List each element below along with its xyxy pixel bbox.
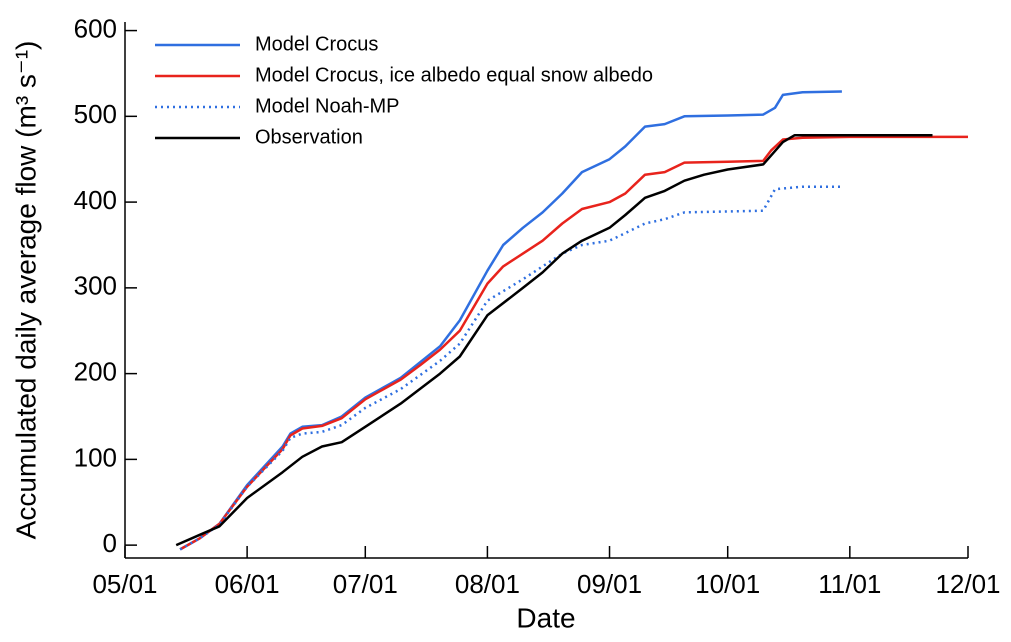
x-tick-label: 12/01 — [935, 569, 1000, 599]
series-line — [179, 185, 842, 551]
y-tick-label: 500 — [74, 99, 117, 129]
series-line — [179, 135, 968, 551]
x-tick-label: 09/01 — [577, 569, 642, 599]
y-tick-label: 100 — [74, 442, 117, 472]
y-tick-label: 400 — [74, 185, 117, 215]
y-tick-label: 300 — [74, 271, 117, 301]
y-axis-label: Accumulated daily average flow (m³ s⁻¹) — [10, 41, 41, 540]
y-tick-label: 200 — [74, 356, 117, 386]
legend-label: Observation — [255, 126, 363, 148]
x-axis-label: Date — [516, 602, 575, 633]
x-tick-label: 10/01 — [695, 569, 760, 599]
x-tick-label: 08/01 — [455, 569, 520, 599]
y-tick-label: 600 — [74, 13, 117, 43]
legend-label: Model Noah-MP — [255, 95, 400, 117]
x-tick-label: 05/01 — [92, 569, 157, 599]
x-tick-label: 11/01 — [818, 569, 881, 599]
legend-label: Model Crocus — [255, 33, 378, 55]
legend-label: Model Crocus, ice albedo equal snow albe… — [255, 64, 653, 86]
x-tick-label: 06/01 — [215, 569, 280, 599]
y-tick-label: 0 — [103, 528, 117, 558]
series-line — [175, 133, 933, 547]
x-tick-label: 07/01 — [333, 569, 398, 599]
